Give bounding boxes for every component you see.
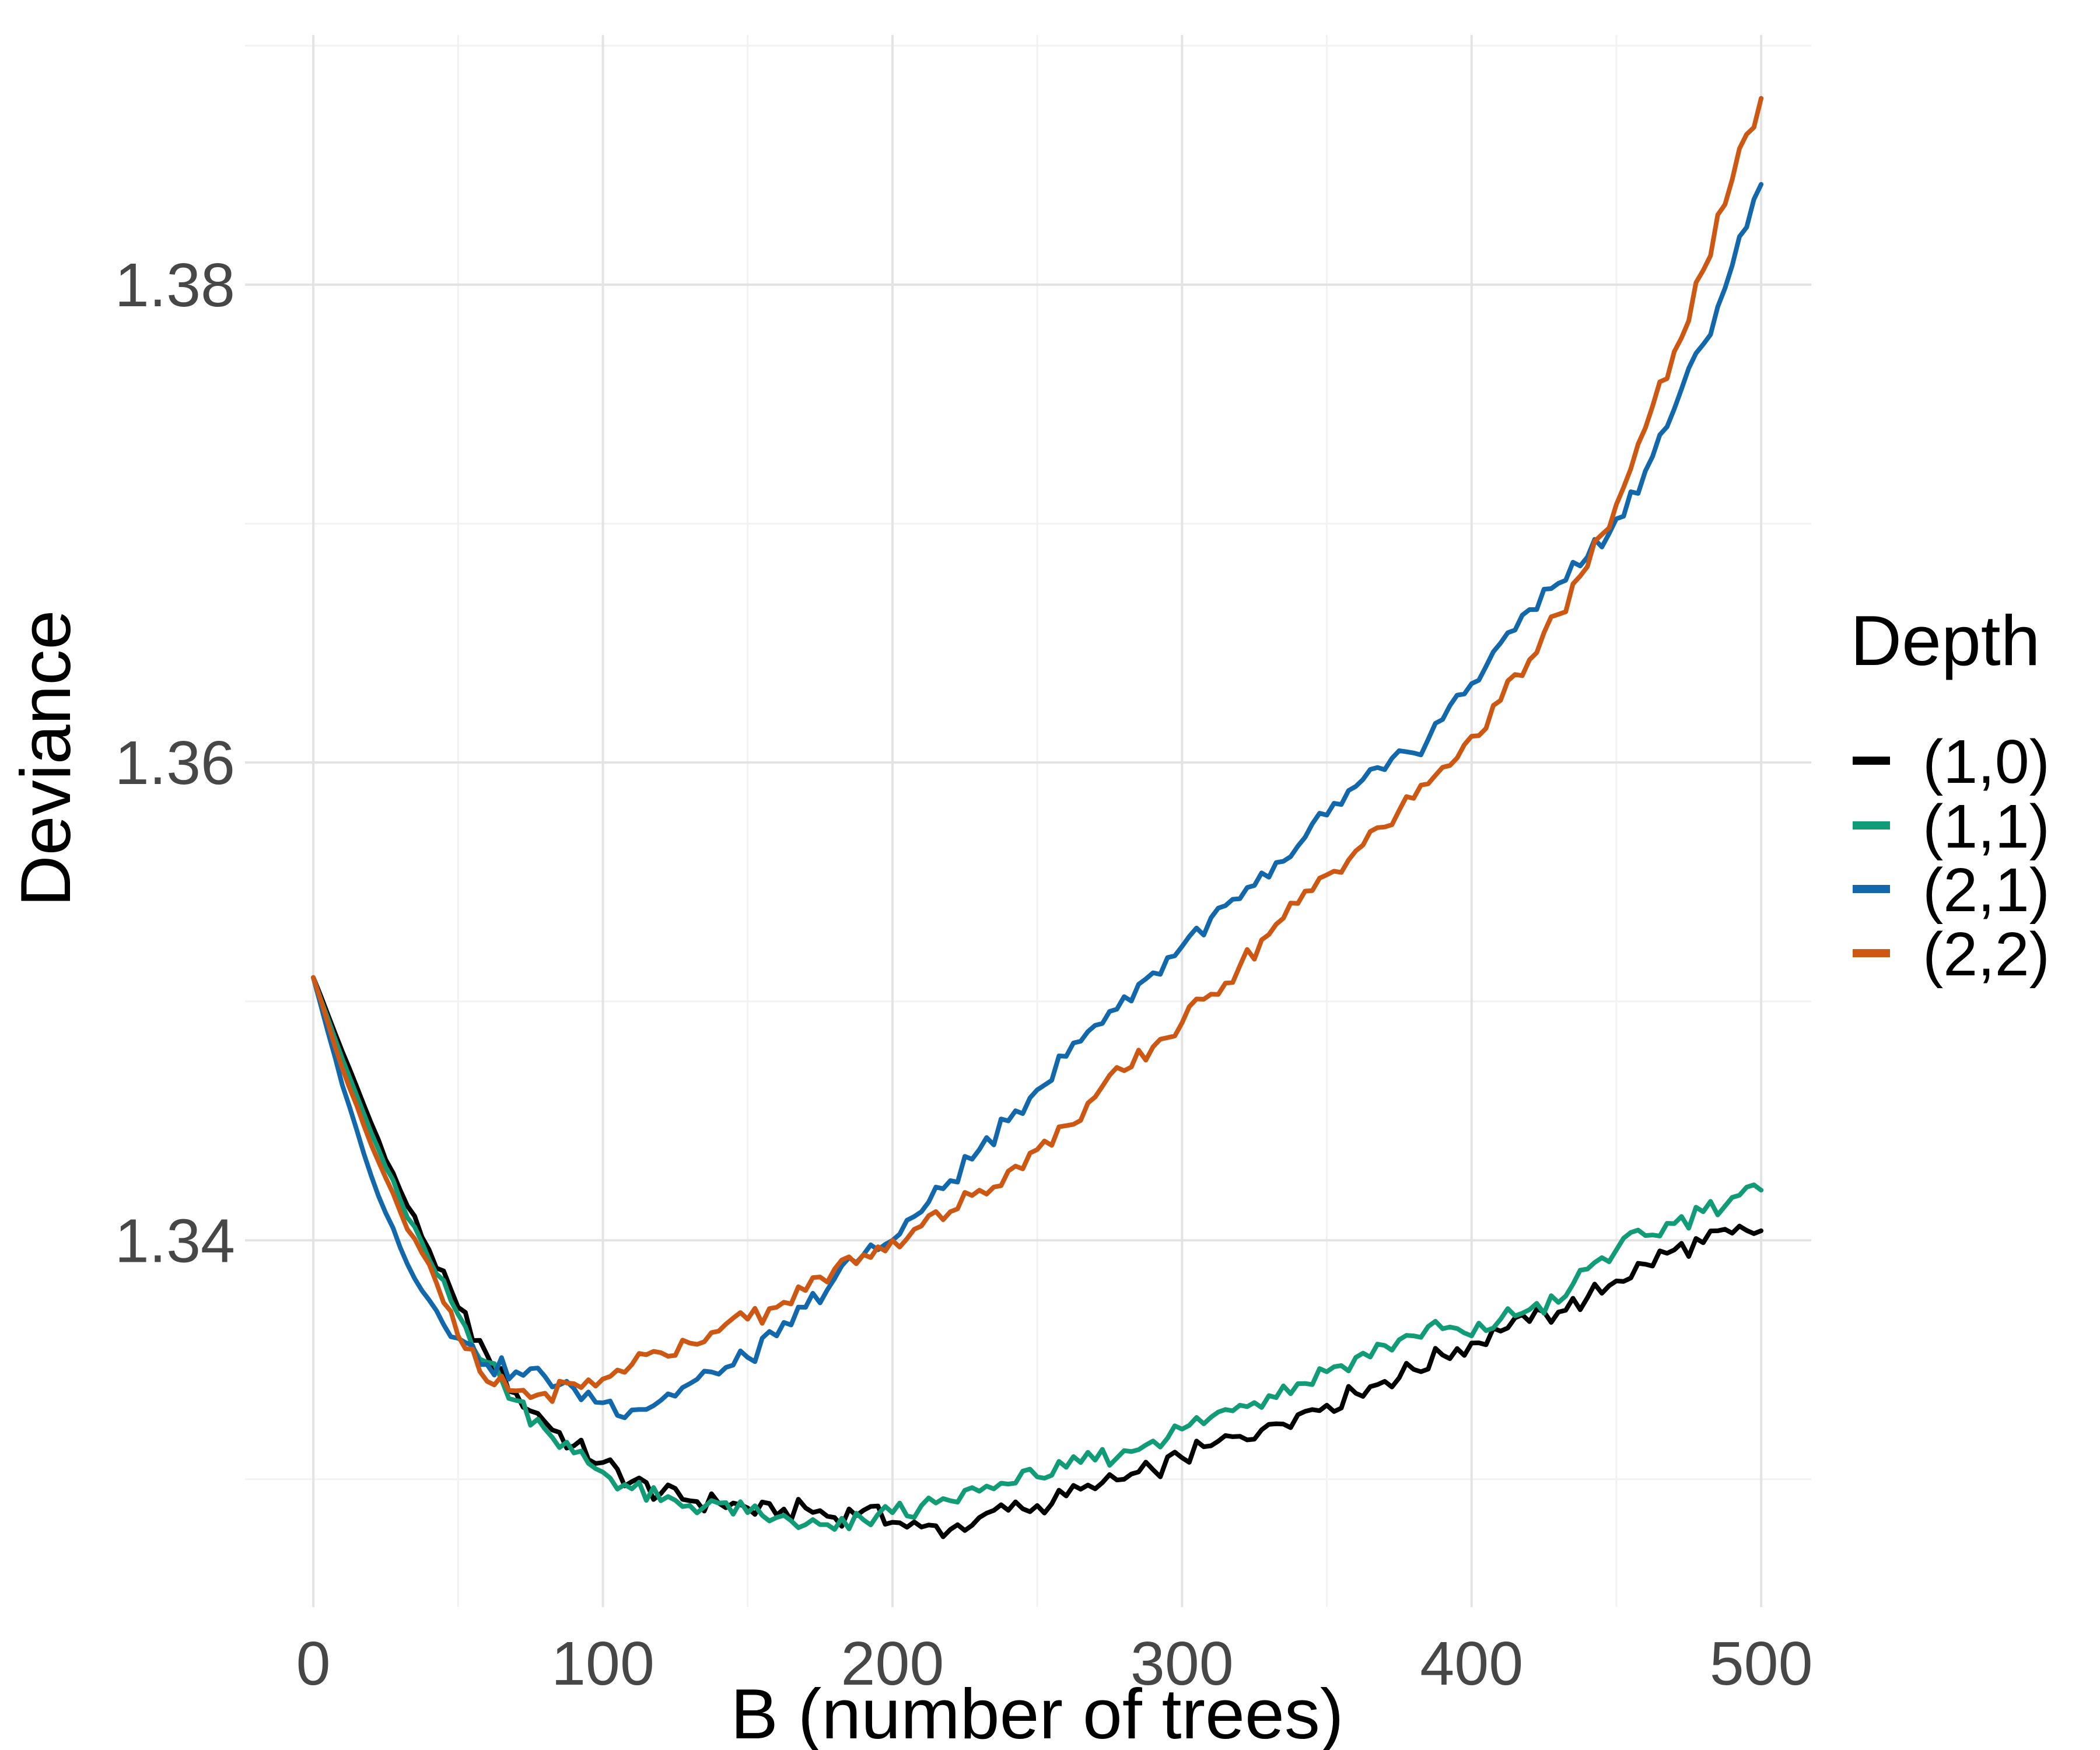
gridlines-major [245,35,1811,1607]
x-axis-title: B (number of trees) [731,1674,1344,1750]
x-tick-label-300: 300 [1130,1629,1234,1698]
x-tick-label-400: 400 [1420,1629,1523,1698]
legend-title: Depth [1850,601,2041,680]
x-tick-label-100: 100 [551,1629,654,1698]
legend-label-(1,0): (1,0) [1923,727,2050,796]
legend-item-(1,0): (1,0) [1853,727,2050,796]
series-lines [311,96,1764,1539]
y-tick-label-1.38: 1.38 [115,251,235,320]
series-line-(2,2) [311,96,1764,1404]
legend-item-(2,1): (2,1) [1853,856,2050,925]
y-axis-title: Deviance [6,610,85,907]
legend: (1,0)(1,1)(2,1)(2,2) [1853,727,2050,989]
x-tick-label-200: 200 [841,1629,944,1698]
legend-item-(2,2): (2,2) [1853,920,2050,989]
gridlines-minor [245,35,1811,1607]
series-line-(2,1) [311,182,1764,1420]
y-tick-labels: 1.34 1.36 1.38 [115,251,235,1275]
y-tick-label-1.34: 1.34 [115,1206,235,1275]
x-tick-label-500: 500 [1710,1629,1813,1698]
x-tick-labels: 0 100 200 300 400 500 [296,1629,1813,1698]
legend-label-(2,2): (2,2) [1923,920,2050,989]
series-line-(1,1) [311,975,1764,1532]
legend-label-(2,1): (2,1) [1923,856,2050,925]
legend-item-(1,1): (1,1) [1853,792,2050,861]
legend-label-(1,1): (1,1) [1923,792,2050,861]
y-tick-label-1.36: 1.36 [115,729,235,797]
x-tick-label-0: 0 [296,1629,331,1698]
